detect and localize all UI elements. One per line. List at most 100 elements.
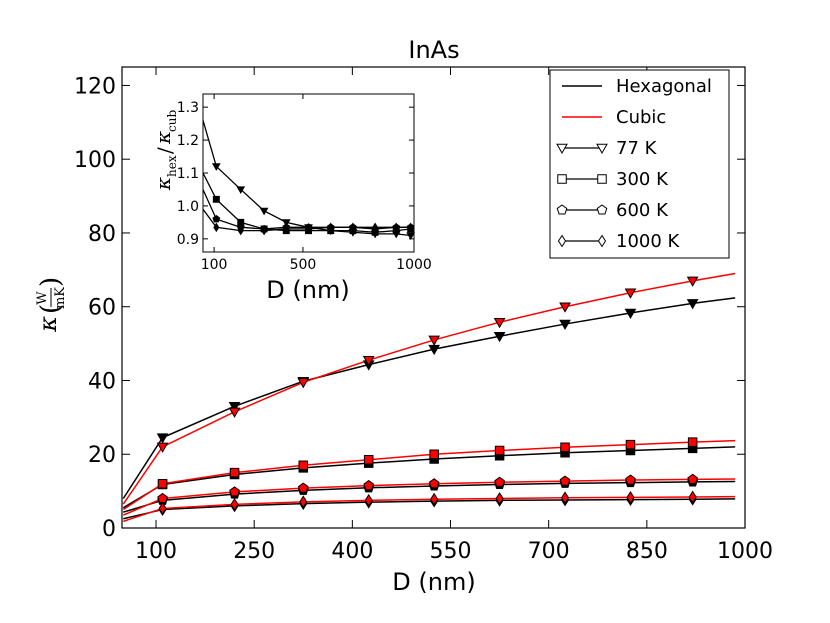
inset-y-axis-label: κ hex / κ cub — [151, 110, 179, 192]
data-point-cub-600K — [297, 482, 309, 493]
data-point-cub-600K — [428, 478, 440, 489]
legend-marker-pentagon — [556, 204, 568, 215]
series-line-hex-1000K — [123, 498, 736, 520]
inset-y-tick-label: 1.1 — [177, 166, 199, 182]
inset-y-label-slash: / — [153, 147, 177, 154]
legend-label: 300 K — [616, 169, 669, 190]
data-point-hex-77K — [686, 299, 699, 310]
legend-entries: Hexagonal Cubic 77 K 300 K 600 K 1000 K — [556, 76, 712, 252]
data-point-cub-600K — [625, 474, 636, 485]
data-point-cub-300K — [157, 478, 168, 489]
legend: Hexagonal Cubic 77 K 300 K 600 K 1000 K — [549, 69, 730, 259]
data-point-hex-77K — [559, 319, 571, 331]
y-tick-label: 20 — [88, 443, 116, 468]
data-point-cub-600K — [157, 492, 168, 504]
data-point-cub-77K — [297, 378, 310, 389]
data-point-cub-1000K — [560, 491, 570, 505]
inset-y-label-numerator: κ — [151, 177, 175, 191]
data-point-cub-77K — [493, 317, 506, 329]
x-tick-label: 100 — [135, 539, 177, 564]
inset-data-point-1000K — [237, 225, 244, 236]
inset-data-point-77K — [236, 186, 246, 194]
data-point-cub-1000K — [158, 502, 167, 515]
y-tick-label: 100 — [74, 148, 116, 173]
x-tick-label: 850 — [626, 539, 668, 564]
data-point-cub-1000K — [626, 490, 635, 504]
inset-chart: 100 500 1000 0.9 1.0 1.1 1.2 1.3 D (nm) κ hex /… — [151, 93, 432, 304]
inset-data-point-1000K — [261, 225, 268, 236]
y-label-close-paren: ) — [36, 277, 66, 287]
x-tick-label: 550 — [430, 539, 472, 564]
data-point-cub-600K — [229, 486, 240, 497]
main-x-axis-label: D (nm) — [392, 568, 475, 596]
x-tick-label: 700 — [528, 539, 570, 564]
inset-data-point-300K — [212, 195, 220, 203]
legend-box — [549, 69, 730, 259]
x-tick-label: 250 — [233, 539, 275, 564]
inset-data-point-1000K — [283, 224, 290, 234]
series-line-cub-77K — [122, 272, 736, 505]
legend-marker-diamond — [557, 234, 567, 248]
data-point-cub-300K — [625, 439, 636, 450]
data-point-cub-600K — [494, 476, 505, 487]
data-point-cub-77K — [624, 288, 637, 299]
series-line-hex-77K — [122, 297, 736, 499]
y-tick-label: 0 — [102, 517, 116, 542]
data-point-cub-1000K — [299, 495, 308, 509]
data-point-cub-300K — [560, 442, 570, 452]
legend-marker-triangle-down — [556, 143, 568, 155]
legend-label: 77 K — [616, 138, 658, 159]
data-point-cub-77K — [428, 335, 441, 346]
data-point-cub-1000K — [430, 492, 439, 506]
data-point-cub-300K — [363, 455, 374, 465]
inset-data-point-1000K — [372, 222, 379, 233]
data-point-cub-600K — [559, 475, 571, 486]
inset-data-point-300K — [237, 218, 245, 226]
main-axis-ticks: 100 250 400 550 700 850 1000 0 20 40 60 80 100 120 — [74, 67, 773, 564]
main-plot-frame — [121, 66, 746, 529]
inset-data-point-77K — [211, 163, 221, 171]
y-tick-label: 40 — [88, 369, 116, 394]
data-point-cub-1000K — [230, 497, 239, 511]
y-label-open-paren: ( — [36, 304, 66, 314]
data-point-hex-77K — [156, 433, 169, 444]
y-tick-label: 80 — [88, 222, 116, 247]
inset-y-tick-label: 1.3 — [177, 100, 199, 116]
data-point-hex-77K — [624, 308, 637, 319]
legend-label: 600 K — [616, 200, 669, 221]
data-point-cub-300K — [494, 445, 505, 456]
inset-x-tick-label: 500 — [290, 257, 317, 273]
y-label-symbol: κ — [34, 316, 62, 333]
inset-x-tick-label: 100 — [201, 257, 228, 273]
legend-marker-diamond — [597, 234, 607, 248]
x-tick-label: 1000 — [717, 539, 773, 564]
data-point-cub-600K — [363, 479, 375, 491]
legend-label: 1000 K — [616, 231, 681, 252]
inset-data-point-1000K — [407, 222, 414, 233]
data-point-cub-300K — [429, 449, 439, 459]
data-point-cub-77K — [156, 442, 169, 453]
inset-data-point-1000K — [327, 222, 334, 233]
data-point-cub-77K — [686, 276, 699, 287]
inset-y-label-denominator: κ — [151, 131, 175, 145]
inset-data-point-1000K — [393, 222, 400, 233]
y-tick-label: 120 — [74, 74, 116, 99]
legend-marker-triangle-down — [596, 143, 608, 155]
inset-x-tick-label: 1000 — [396, 257, 432, 273]
inset-data-point-77K — [406, 232, 416, 241]
inset-x-axis-label: D (nm) — [266, 276, 349, 304]
inset-y-tick-label: 1.0 — [177, 199, 199, 215]
data-point-cub-600K — [687, 473, 698, 484]
data-point-hex-77K — [228, 402, 241, 413]
inset-y-tick-label: 0.9 — [177, 232, 199, 248]
main-series-markers — [156, 276, 699, 516]
inset-data-point-77K — [281, 219, 291, 227]
inset-data-point-77K — [259, 207, 269, 216]
inset-y-label-numerator-sub: hex — [165, 155, 179, 177]
data-point-cub-300K — [298, 460, 309, 471]
data-point-hex-77K — [493, 331, 506, 343]
y-label-denominator: mK — [53, 287, 68, 309]
inset-y-label-denominator-sub: cub — [165, 110, 179, 132]
data-point-cub-77K — [559, 302, 571, 313]
inset-axis-ticks: 100 500 1000 0.9 1.0 1.1 1.2 1.3 — [177, 94, 432, 273]
